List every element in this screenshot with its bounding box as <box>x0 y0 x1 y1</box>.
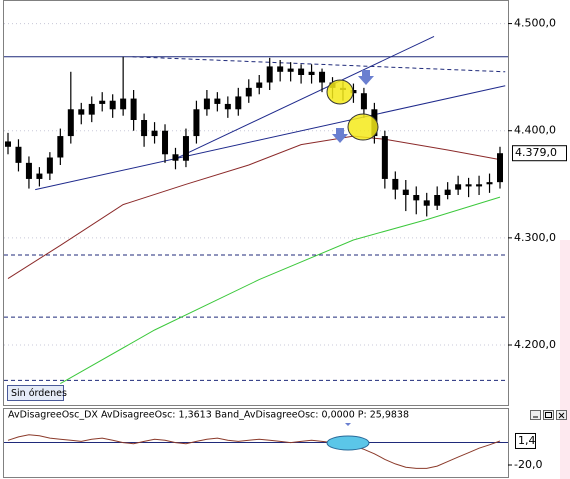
y-tick-label: 4.300,0 <box>514 231 556 244</box>
last-osc-label: 1,4 <box>518 434 536 447</box>
y-tick-label: -20,0 <box>514 458 542 471</box>
candle-body <box>235 96 242 110</box>
candle-body <box>151 130 158 137</box>
candle-body <box>319 71 326 83</box>
candle-body <box>434 195 441 206</box>
candle-body <box>214 98 221 104</box>
y-tick-label: 4.200,0 <box>514 338 556 351</box>
marker <box>345 423 351 426</box>
moving-average <box>7 135 501 280</box>
osc-header: AvDisagreeOsc_DX AvDisagreeOsc: 1,3613 B… <box>8 410 409 421</box>
candle-body <box>256 82 263 88</box>
candle-body <box>402 189 409 195</box>
candle-body <box>287 68 294 72</box>
candle-body <box>193 109 200 137</box>
candle-body <box>266 66 273 83</box>
last-price-label: 4.379,0 <box>515 146 557 159</box>
candle-body <box>162 130 169 155</box>
trend-line <box>35 85 506 191</box>
trend-line <box>132 56 506 73</box>
candle-body <box>172 154 179 161</box>
y-tick-label: 4.500,0 <box>514 17 556 30</box>
last-price-box <box>512 145 567 162</box>
candle-body <box>277 66 284 72</box>
candle-body <box>46 157 53 174</box>
candle-body <box>99 100 106 104</box>
trend-line <box>173 35 435 161</box>
candle-body <box>67 109 74 137</box>
last-osc-box <box>515 432 536 449</box>
candle-body <box>245 87 252 97</box>
candle-body <box>486 182 493 185</box>
candle-body <box>444 189 451 195</box>
candle-body <box>109 100 116 110</box>
main-frame <box>3 0 509 406</box>
candle-body <box>392 178 399 190</box>
candle-body <box>455 184 462 190</box>
candle-body <box>423 200 430 206</box>
icon <box>545 412 552 418</box>
minimize-button[interactable] <box>530 410 541 420</box>
candle-body <box>497 153 503 183</box>
candle-body <box>465 184 472 187</box>
candle-body <box>25 162 32 179</box>
status-text: Sin órdenes <box>11 388 67 399</box>
candle-body <box>224 103 231 110</box>
candle-body <box>36 173 43 179</box>
maximize-button[interactable] <box>543 410 554 420</box>
arrow-down <box>358 70 374 85</box>
plot-layer: 4.500,0 4.400,0 4.300,0 4.200,0 4.379,0 -20,0… <box>4 17 567 471</box>
oscillator-line <box>7 434 501 469</box>
candle-body <box>413 195 420 201</box>
candle-body <box>5 141 11 147</box>
candle-body <box>182 136 189 161</box>
candle-body <box>57 136 64 158</box>
moving-average <box>60 196 501 385</box>
candle-body <box>141 120 148 137</box>
osc-frame <box>3 408 509 478</box>
candle-body <box>120 98 127 110</box>
status-box <box>7 385 64 401</box>
highlight-circle <box>347 113 379 141</box>
candle-body <box>476 184 483 187</box>
candle-body <box>381 136 388 179</box>
candle-body <box>360 93 367 110</box>
window-buttons[interactable] <box>530 410 567 420</box>
candle-body <box>308 71 315 75</box>
icon <box>558 412 565 419</box>
candle-body <box>88 103 95 115</box>
arrow-down <box>332 128 348 143</box>
candle-body <box>130 98 137 120</box>
candle-body <box>15 146 22 163</box>
highlight-oval <box>326 435 370 451</box>
edge <box>560 240 570 479</box>
candle-body <box>203 98 210 110</box>
candle-body <box>78 109 85 115</box>
candle-body <box>298 68 305 75</box>
y-tick-label: 4.400,0 <box>514 124 556 137</box>
highlight-circle <box>326 79 354 105</box>
